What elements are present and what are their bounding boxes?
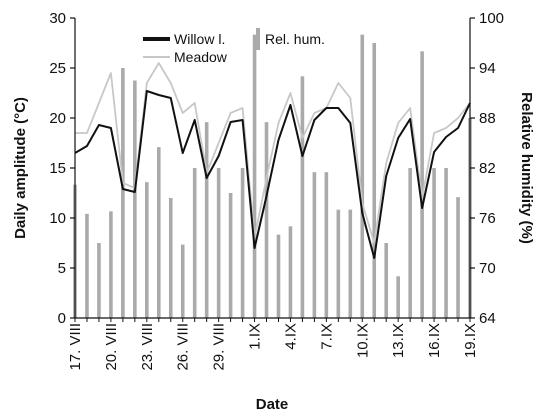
x-tick-label: 10.IX [354, 323, 371, 358]
x-tick-label: 4.IX [282, 323, 299, 350]
legend: Willow l. Meadow Rel. hum. [143, 28, 325, 65]
x-tick-label: 13.IX [390, 323, 407, 358]
humidity-bar-9.IX [348, 209, 353, 318]
x-tick-label: 23. VIII [139, 323, 156, 371]
right-tick-label: 64 [479, 310, 496, 327]
legend-meadow-label: Meadow [174, 49, 228, 65]
right-tick-label: 82 [479, 160, 496, 177]
left-tick-label: 10 [49, 210, 66, 227]
x-tick-label: 1.IX [247, 323, 264, 350]
humidity-bar-2.IX [264, 122, 269, 318]
humidity-bar-31.VIII [240, 168, 245, 318]
x-tick-label: 17. VIII [67, 323, 84, 371]
humidity-bar-1.IX [252, 34, 257, 319]
humidity-bar-11.IX [372, 43, 377, 318]
humidity-bar-5.IX [300, 76, 305, 318]
x-axis-ticks: 17. VIII 20. VIII 23. VIII 26. VIII 29. VIII… [67, 318, 479, 371]
amplitude-lines [74, 62, 471, 259]
humidity-bar-29.VIII [216, 168, 221, 318]
humidity-bar-15.IX [420, 51, 424, 318]
humidity-bar-30.VIII [228, 193, 233, 318]
humidity-bar-16.IX [432, 168, 436, 318]
right-tick-label: 88 [479, 110, 496, 127]
humidity-bars [73, 34, 472, 319]
humidity-bar-17.IX [444, 168, 448, 318]
humidity-bar-25.VIII [168, 198, 173, 318]
right-tick-label: 100 [479, 10, 504, 27]
humidity-bar-12.IX [384, 243, 389, 318]
y-axis-right-title: Relative humidity (%) [518, 92, 535, 244]
x-tick-label: 19.IX [462, 323, 479, 358]
humidity-bar-10.IX [360, 34, 365, 319]
humidity-bar-6.IX [312, 172, 317, 318]
right-tick-label: 94 [479, 60, 496, 77]
humidity-bar-19.VIII [97, 243, 101, 318]
left-tick-label: 5 [58, 260, 66, 277]
humidity-bar-28.VIII [204, 122, 209, 318]
humidity-bar-18.VIII [85, 213, 89, 318]
humidity-bar-4.IX [288, 226, 293, 318]
humidity-bar-20.VIII [109, 211, 113, 318]
x-tick-label: 26. VIII [175, 323, 192, 371]
x-tick-label: 29. VIII [211, 323, 228, 371]
willow-line [74, 90, 471, 259]
humidity-bar-8.IX [336, 209, 341, 318]
humidity-bar-18.IX [456, 197, 460, 318]
left-axis-ticks: 0 5 10 15 20 25 30 [49, 10, 75, 327]
humidity-bar-24.VIII [156, 147, 161, 318]
legend-humidity-label: Rel. hum. [265, 31, 325, 47]
humidity-bar-13.IX [396, 276, 400, 318]
x-axis-title: Date [256, 396, 289, 413]
humidity-bar-23.VIII [145, 182, 149, 318]
right-axis-ticks: 64 70 76 82 88 94 100 [470, 10, 504, 327]
y-axis-left-title: Daily amplitude (°C) [12, 97, 29, 239]
legend-willow-label: Willow l. [174, 31, 225, 47]
left-tick-label: 0 [58, 310, 66, 327]
humidity-bar-3.IX [276, 234, 281, 318]
right-tick-label: 76 [479, 210, 496, 227]
left-tick-label: 30 [49, 10, 66, 27]
legend-humidity-swatch [256, 28, 260, 50]
left-tick-label: 25 [49, 60, 66, 77]
humidity-bar-14.IX [408, 168, 412, 318]
x-tick-label: 20. VIII [103, 323, 120, 371]
humidity-bar-26.VIII [180, 244, 185, 318]
humidity-bar-27.VIII [192, 168, 197, 318]
right-tick-label: 70 [479, 260, 496, 277]
humidity-bar-22.VIII [133, 80, 137, 318]
x-tick-label: 7.IX [318, 323, 335, 350]
humidity-bar-21.VIII [121, 68, 125, 318]
x-tick-label: 16.IX [426, 323, 443, 358]
left-tick-label: 20 [49, 110, 66, 127]
left-tick-label: 15 [49, 160, 66, 177]
humidity-bar-7.IX [324, 172, 329, 318]
